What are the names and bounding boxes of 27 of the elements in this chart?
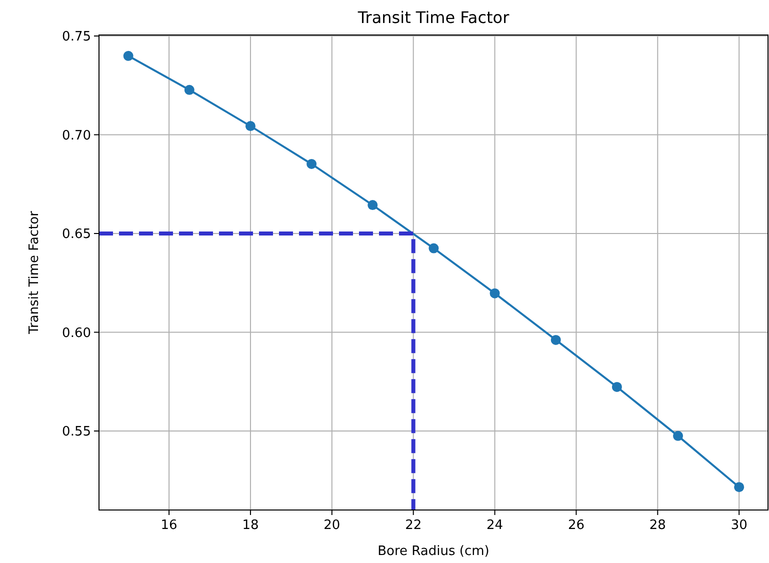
- point: [306, 158, 317, 169]
- point: [673, 430, 684, 441]
- x-tick-label: 18: [242, 518, 259, 533]
- y-tick-label: 0.60: [62, 326, 91, 341]
- chart-title: Transit Time Factor: [356, 8, 510, 27]
- x-tick-label: 20: [324, 518, 340, 533]
- x-tick-label: 24: [486, 518, 504, 533]
- x-tick-label: 16: [160, 518, 178, 533]
- x-tick-label: 30: [730, 518, 748, 533]
- point: [612, 382, 622, 392]
- point: [490, 288, 500, 298]
- point: [245, 121, 256, 132]
- y-tick-label: 0.55: [62, 424, 91, 440]
- y-tick-label: 0.65: [62, 227, 91, 242]
- point: [123, 50, 134, 61]
- y-axis-title: Transit Time Factor: [27, 210, 42, 335]
- x-tick-label: 28: [649, 518, 666, 533]
- point: [428, 243, 439, 254]
- y-tick-label: 0.70: [62, 128, 91, 144]
- point: [550, 334, 561, 345]
- x-axis-title: Bore Radius (cm): [378, 544, 490, 559]
- point: [734, 482, 744, 492]
- y-tick-label: 0.75: [62, 30, 91, 45]
- x-tick-label: 26: [568, 518, 584, 533]
- point: [368, 200, 378, 210]
- x-tick-label: 22: [405, 518, 422, 533]
- point: [184, 84, 194, 95]
